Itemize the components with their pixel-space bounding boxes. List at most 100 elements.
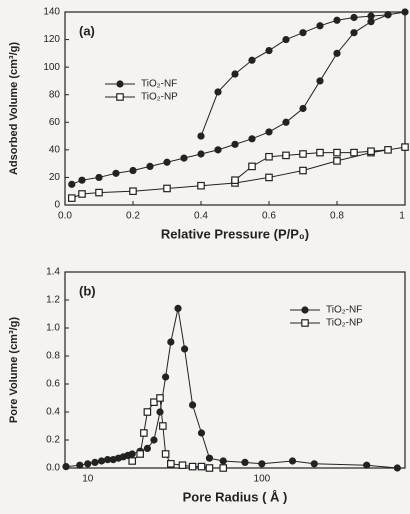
marker [401, 143, 409, 151]
x-tick-label: 1 [399, 211, 405, 222]
marker [112, 169, 120, 177]
marker [231, 176, 239, 184]
marker [181, 345, 189, 353]
marker [288, 457, 297, 465]
y-tick-label: 140 [43, 7, 60, 18]
y-tick-label: 1.0 [46, 323, 60, 334]
marker [310, 460, 318, 468]
marker [84, 460, 92, 468]
y-tick-label: 0.6 [46, 379, 60, 390]
marker [299, 150, 307, 158]
marker [68, 180, 76, 188]
marker [265, 47, 273, 55]
marker [367, 147, 375, 156]
panel-label: (b) [79, 283, 96, 298]
legend-marker [301, 319, 309, 327]
marker [350, 13, 358, 22]
marker [258, 460, 266, 468]
marker [78, 190, 86, 198]
marker [248, 162, 256, 171]
marker [333, 157, 341, 165]
marker [333, 49, 341, 57]
y-tick-label: 0.2 [46, 435, 60, 446]
legend-label: TiO₂-NF [141, 79, 177, 90]
marker [205, 454, 214, 462]
marker [299, 29, 307, 37]
marker [150, 398, 158, 407]
y-tick-label: 80 [49, 89, 61, 100]
marker [265, 152, 273, 161]
marker [156, 408, 164, 416]
marker [143, 444, 151, 452]
marker [146, 162, 154, 170]
x-tick-label: 10 [82, 474, 94, 485]
y-tick-label: 1.4 [46, 267, 60, 278]
marker [197, 150, 205, 158]
marker [214, 88, 222, 96]
marker [128, 457, 137, 465]
plot-frame [64, 11, 406, 206]
marker [197, 181, 205, 190]
y-tick-label: 100 [43, 62, 60, 73]
marker [197, 462, 206, 471]
marker [316, 22, 324, 30]
marker [214, 146, 222, 154]
x-tick-label: 0.8 [330, 211, 344, 222]
marker [299, 166, 307, 175]
x-tick-label: 0.6 [262, 211, 276, 222]
plot-frame [64, 271, 406, 469]
y-axis-label: Pore Volume (cm³/g) [8, 317, 20, 423]
marker [231, 70, 239, 78]
marker [95, 173, 103, 182]
marker [197, 429, 206, 437]
x-tick-label: 0.4 [194, 211, 208, 222]
marker [241, 458, 249, 466]
marker [197, 132, 205, 140]
marker [384, 146, 392, 154]
marker [174, 304, 182, 312]
legend-label: TiO₂-NP [141, 92, 178, 103]
marker [178, 461, 187, 470]
marker [67, 194, 76, 202]
marker [104, 456, 112, 464]
marker [350, 29, 358, 37]
marker [156, 394, 164, 402]
series-line [65, 308, 398, 469]
marker [159, 422, 167, 430]
marker [384, 11, 392, 19]
marker [163, 184, 171, 193]
y-tick-label: 20 [49, 172, 61, 183]
marker [231, 140, 239, 148]
marker [97, 457, 106, 465]
legend-marker [116, 93, 124, 101]
marker [367, 18, 375, 26]
y-tick-label: 0.8 [46, 351, 60, 362]
legend-label: TiO₂-NF [326, 305, 362, 316]
marker [393, 464, 401, 472]
x-axis-label: Relative Pressure (P/P₀) [161, 226, 309, 241]
y-tick-label: 40 [49, 144, 61, 155]
marker [143, 408, 152, 416]
marker [316, 148, 324, 157]
marker [188, 462, 197, 471]
marker [265, 128, 273, 136]
x-tick-label: 100 [254, 474, 271, 485]
marker [91, 458, 99, 466]
y-tick-label: 1.2 [46, 295, 60, 306]
y-tick-label: 0.4 [46, 407, 60, 418]
marker [167, 338, 175, 346]
y-axis-label: Adsorbed Volume (cm³/g) [8, 42, 20, 175]
legend-marker [116, 80, 124, 88]
marker [76, 461, 84, 469]
x-tick-label: 0.2 [126, 211, 140, 222]
marker [282, 118, 290, 126]
marker [299, 104, 307, 113]
marker [265, 173, 273, 182]
marker [150, 436, 158, 444]
marker [180, 154, 188, 162]
marker [205, 464, 214, 472]
marker [219, 464, 228, 472]
y-tick-label: 0.0 [46, 463, 60, 474]
